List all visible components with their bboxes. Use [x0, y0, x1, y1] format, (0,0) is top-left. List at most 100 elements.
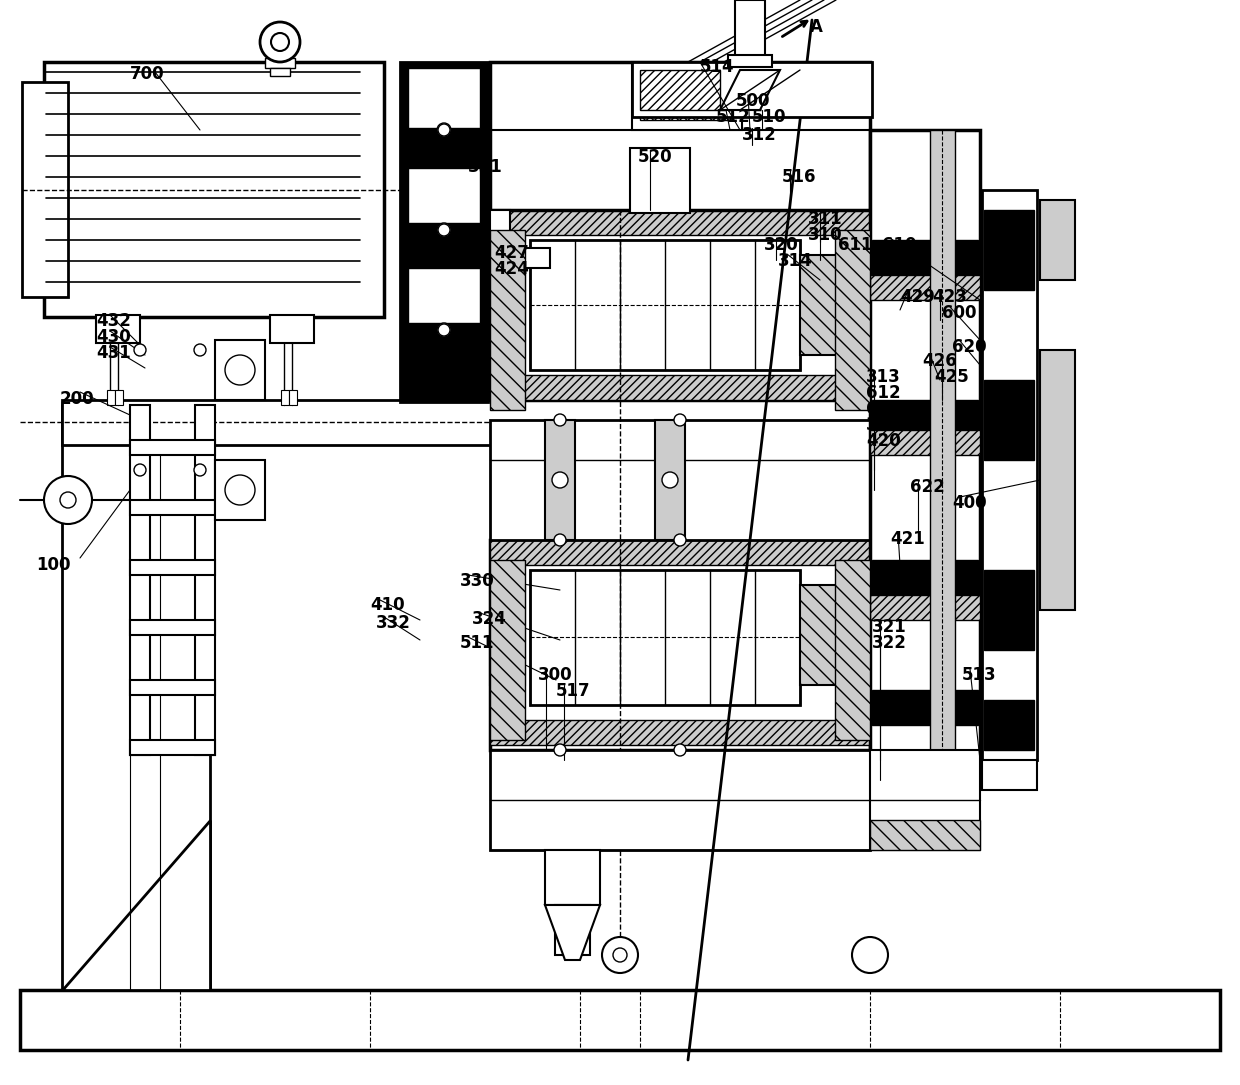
Bar	[215, 460, 265, 520]
Bar	[735, 0, 765, 65]
Bar	[107, 390, 115, 405]
Bar	[115, 390, 123, 405]
Bar	[490, 720, 870, 745]
Bar	[490, 230, 525, 410]
Bar	[529, 570, 800, 705]
Bar	[870, 275, 980, 299]
Text: 600: 600	[942, 304, 977, 322]
Bar	[985, 210, 1034, 290]
Circle shape	[675, 414, 686, 426]
Text: 312: 312	[742, 126, 776, 144]
Bar	[872, 400, 978, 430]
Bar	[490, 540, 870, 750]
Circle shape	[552, 472, 568, 488]
Bar	[490, 585, 525, 685]
Bar	[490, 560, 525, 740]
Bar	[130, 560, 215, 575]
Text: 100: 100	[36, 556, 71, 574]
Text: 425: 425	[934, 368, 968, 386]
Text: 310: 310	[808, 226, 843, 244]
Circle shape	[438, 224, 450, 237]
Text: 427: 427	[494, 244, 529, 261]
Bar	[130, 405, 150, 755]
Text: 510: 510	[751, 108, 786, 126]
Bar	[195, 405, 215, 755]
Bar	[872, 560, 978, 595]
Bar	[490, 210, 510, 268]
Bar	[490, 750, 870, 850]
Bar	[985, 700, 1034, 750]
Bar	[408, 68, 480, 128]
Bar	[490, 210, 870, 235]
Text: 424: 424	[494, 260, 529, 278]
Bar	[640, 71, 730, 120]
Circle shape	[224, 355, 255, 385]
Bar	[490, 540, 870, 565]
Text: 611: 611	[838, 237, 873, 254]
Text: 311: 311	[808, 210, 843, 228]
Bar	[43, 62, 384, 317]
Bar	[632, 62, 872, 117]
Bar	[130, 500, 215, 515]
Text: 320: 320	[764, 237, 799, 254]
Bar	[870, 130, 980, 760]
Circle shape	[193, 344, 206, 356]
Polygon shape	[720, 71, 780, 110]
Bar	[401, 62, 489, 403]
Text: 324: 324	[472, 610, 507, 628]
Bar	[20, 990, 1220, 1050]
Text: 513: 513	[962, 666, 997, 684]
Circle shape	[60, 492, 76, 508]
Circle shape	[554, 414, 565, 426]
Bar	[800, 585, 839, 685]
Text: 331: 331	[467, 158, 502, 176]
Text: 321: 321	[872, 618, 906, 636]
Circle shape	[134, 344, 146, 356]
Bar	[985, 570, 1034, 650]
Text: 517: 517	[556, 682, 590, 700]
Text: A: A	[810, 18, 823, 36]
Bar	[870, 430, 980, 455]
Text: 300: 300	[538, 666, 573, 684]
Circle shape	[43, 476, 92, 524]
Bar	[62, 405, 210, 990]
Bar	[62, 400, 1002, 445]
Text: 421: 421	[890, 529, 925, 548]
Text: 420: 420	[866, 432, 900, 450]
Bar	[490, 375, 870, 400]
Circle shape	[436, 123, 451, 137]
Text: 332: 332	[376, 614, 410, 631]
Text: 500: 500	[737, 92, 770, 110]
Text: 514: 514	[701, 58, 734, 76]
Bar	[490, 420, 870, 540]
Bar	[800, 255, 839, 355]
Bar	[408, 268, 480, 323]
Text: 520: 520	[639, 148, 672, 166]
Circle shape	[554, 534, 565, 546]
Bar	[130, 620, 215, 635]
Bar	[130, 680, 215, 695]
Bar	[529, 240, 800, 370]
Text: 621: 621	[866, 400, 900, 418]
Bar	[630, 148, 689, 213]
Polygon shape	[62, 820, 210, 990]
Bar	[546, 850, 600, 905]
Bar	[408, 168, 480, 224]
Circle shape	[436, 323, 451, 337]
Bar	[281, 390, 289, 405]
Bar	[728, 55, 773, 67]
Circle shape	[662, 472, 678, 488]
Bar	[870, 820, 980, 850]
Bar	[270, 68, 290, 76]
Bar	[490, 255, 525, 355]
Bar	[22, 82, 68, 297]
Circle shape	[272, 33, 289, 51]
Text: 200: 200	[60, 390, 94, 408]
Bar	[490, 62, 870, 210]
Text: 426: 426	[923, 352, 957, 370]
Circle shape	[438, 124, 450, 136]
Text: 432: 432	[95, 312, 131, 330]
Bar	[546, 420, 575, 540]
Circle shape	[675, 534, 686, 546]
Polygon shape	[546, 905, 600, 960]
